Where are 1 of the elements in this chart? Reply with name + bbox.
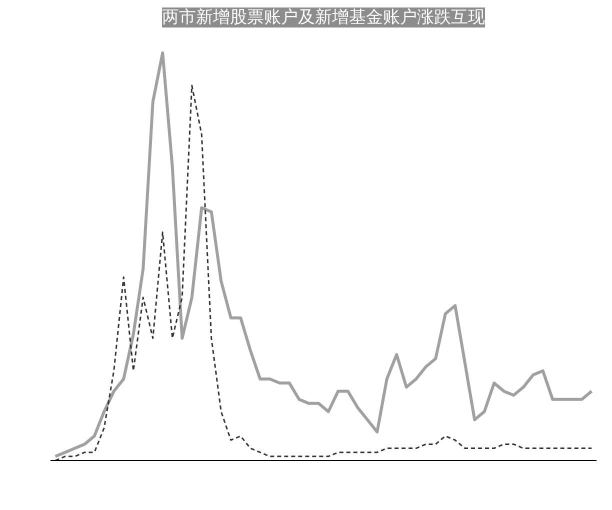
chart-title: 两市新增股票账户及新增基金账户涨跌互现 — [162, 8, 485, 28]
